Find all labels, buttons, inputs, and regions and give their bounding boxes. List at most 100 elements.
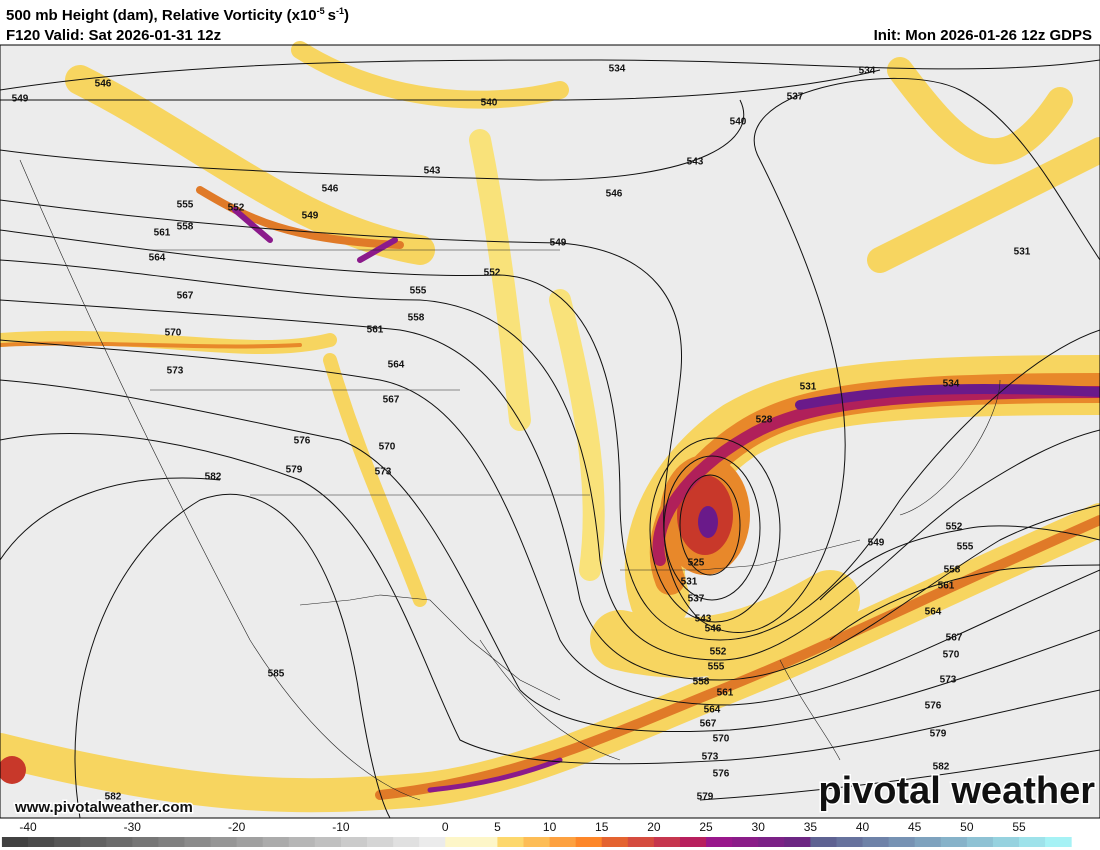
map-frame (0, 44, 1100, 819)
colorbar-cell (966, 837, 994, 847)
contour-label: 537 (787, 92, 804, 103)
contour-label: 552 (228, 203, 245, 214)
contour-label: 555 (708, 662, 725, 673)
colorbar-tick-label: -40 (19, 820, 37, 834)
contour-label: 573 (375, 467, 392, 478)
colorbar-cell (262, 837, 290, 847)
contour-label: 540 (730, 117, 747, 128)
contour-label: 561 (938, 581, 955, 592)
contour (74, 493, 391, 819)
colorbar-cell (419, 837, 446, 847)
colorbar-cell (679, 837, 707, 847)
contour (0, 99, 745, 181)
colorbar-tick-label: 40 (856, 820, 870, 834)
contour-label: 546 (705, 624, 722, 635)
colorbar-cell (549, 837, 577, 847)
vorticity-band (427, 757, 563, 793)
colorbar-cell (523, 837, 551, 847)
colorbar-cell (862, 837, 890, 847)
contour-label: 552 (946, 522, 963, 533)
vorticity-band (0, 341, 302, 349)
contour-label: 534 (859, 66, 876, 77)
logo: pivotal weather (818, 770, 1095, 812)
contour-label: 549 (868, 538, 885, 549)
colorbar-cell (601, 837, 629, 847)
contour-label: 582 (933, 762, 950, 773)
contour-label: 573 (167, 366, 184, 377)
contour-label: 546 (606, 189, 623, 200)
contour-label: 540 (481, 98, 498, 109)
contour-label: 570 (943, 650, 960, 661)
contour-label: 558 (408, 313, 425, 324)
contour-label: 561 (154, 228, 171, 239)
contour-label: 570 (713, 734, 730, 745)
contour-label: 576 (925, 701, 942, 712)
contour-label: 576 (713, 769, 730, 780)
height-contours (0, 59, 1100, 819)
contour (679, 474, 741, 576)
contour-label: 543 (687, 157, 704, 168)
colorbar-cell (132, 837, 159, 847)
contour-label: 531 (800, 382, 817, 393)
valid-time: F120 Valid: Sat 2026-01-31 12z (6, 27, 221, 44)
colorbar-cell (810, 837, 837, 847)
map-background (0, 45, 1100, 818)
contour-label: 549 (302, 211, 319, 222)
contour-label: 531 (681, 577, 698, 588)
colorbar-tick-label: 15 (595, 820, 609, 834)
colorbar-cell (653, 837, 681, 847)
colorbar-cell (340, 837, 368, 847)
contour-label: 558 (944, 565, 961, 576)
website: www.pivotalweather.com (14, 799, 193, 816)
colorbar-cell (784, 837, 811, 847)
colorbar-tick-label: 45 (908, 820, 922, 834)
contour-label: 564 (149, 253, 166, 264)
contour (819, 525, 1100, 641)
colorbar-cell (445, 837, 472, 847)
colorbar-cell (184, 837, 212, 847)
contour-label: 585 (268, 669, 285, 680)
contour-label: 546 (95, 79, 112, 90)
contour-label: 567 (946, 633, 963, 644)
contour-label: 582 (205, 472, 222, 483)
colorbar-cell (80, 837, 107, 847)
contour-label: 528 (756, 415, 773, 426)
contour-label: 582 (105, 792, 122, 803)
title-exponent: -1 (336, 6, 344, 16)
colorbar-tick-label: 10 (543, 820, 557, 834)
contour (0, 229, 1100, 641)
contour-label: 561 (367, 325, 384, 336)
vorticity-band (196, 186, 404, 249)
colorbar-cell (106, 837, 133, 847)
colorbar-cell (627, 837, 655, 847)
contour-label: 567 (700, 719, 717, 730)
contour-label: 570 (379, 442, 396, 453)
colorbar-cell (1, 837, 29, 847)
contour-label: 570 (165, 328, 182, 339)
vorticity-band (469, 129, 605, 581)
title-text: 500 mb Height (dam), Relative Vorticity … (6, 7, 317, 24)
contour (0, 299, 1100, 681)
colorbar-tick-label: 25 (699, 820, 713, 834)
contour (0, 433, 1100, 765)
contour-label: 552 (710, 647, 727, 658)
colorbar-tick-label: -30 (124, 820, 142, 834)
contour (0, 259, 1100, 661)
vorticity-core (0, 756, 26, 784)
contour-label: 543 (695, 614, 712, 625)
contour-label: 558 (693, 677, 710, 688)
contour-label: 555 (177, 200, 194, 211)
contour-label: 546 (322, 184, 339, 195)
colorbar-cell (1019, 837, 1046, 847)
contour-label: 555 (957, 542, 974, 553)
colorbar-tick-label: 20 (647, 820, 661, 834)
contour-label: 561 (717, 688, 734, 699)
contour-label: 549 (12, 94, 29, 105)
coastline (19, 159, 841, 801)
colorbar-cell (992, 837, 1020, 847)
colorbar-tick-label: 30 (752, 820, 766, 834)
title: 500 mb Height (dam), Relative Vorticity … (6, 6, 349, 24)
contour-label: 549 (550, 238, 567, 249)
